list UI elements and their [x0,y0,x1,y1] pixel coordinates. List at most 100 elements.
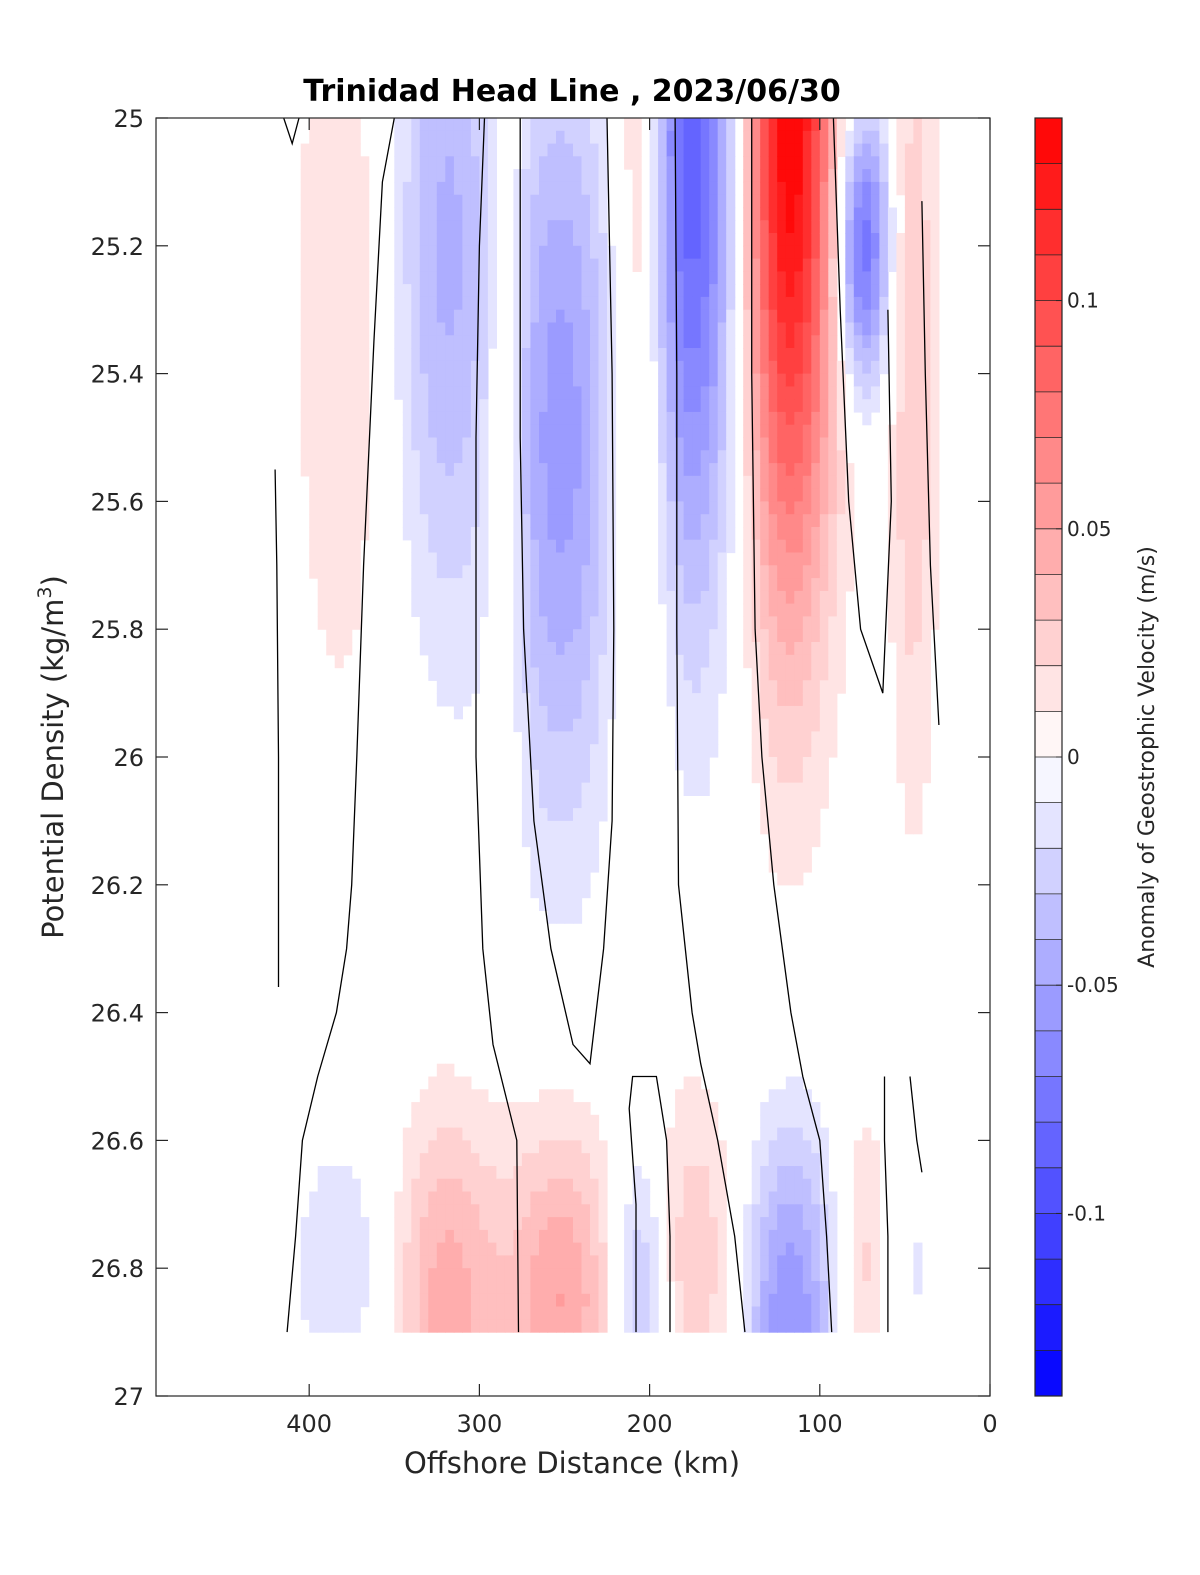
heatmap-cell [768,769,778,784]
heatmap-cell [513,181,523,196]
heatmap-cell [692,194,702,209]
colorbar-cell [1035,300,1062,347]
heatmap-cell [836,642,846,656]
heatmap-cell [777,603,787,617]
heatmap-cell [607,680,617,694]
heatmap-cell [504,1178,514,1193]
heatmap-cell [768,1242,778,1256]
heatmap-cell [436,1204,446,1218]
heatmap-cell [411,501,421,515]
heatmap-cell [556,693,566,707]
heatmap-cell [666,578,676,592]
heatmap-cell [487,143,497,157]
heatmap-cell [351,1191,361,1205]
heatmap-cell [326,130,336,145]
heatmap-cell [692,629,702,643]
heatmap-cell [794,1319,804,1333]
heatmap-cell [751,258,761,272]
y-axis-label: Potential Density (kg/m3) [34,575,70,939]
heatmap-cell [411,463,421,477]
heatmap-cell [428,386,438,400]
heatmap-cell [896,565,906,579]
heatmap-cell [879,284,889,298]
heatmap-cell [743,233,753,247]
heatmap-cell [683,539,693,554]
heatmap-cell [411,1229,421,1244]
heatmap-cell [547,1114,557,1129]
heatmap-cell [470,1114,480,1129]
heatmap-cell [828,527,838,541]
heatmap-cell [913,629,923,643]
heatmap-cell [419,1114,429,1129]
heatmap-cell [564,897,574,911]
heatmap-cell [785,130,795,145]
heatmap-cell [309,463,319,477]
heatmap-cell [309,130,319,145]
heatmap-cell [334,1306,344,1320]
heatmap-cell [641,1293,651,1308]
heatmap-cell [836,578,846,592]
heatmap-cell [581,1281,591,1295]
heatmap-cell [581,616,591,630]
heatmap-cell [794,1127,804,1141]
heatmap-cell [853,258,863,272]
heatmap-cell [504,1306,514,1320]
heatmap-cell [777,514,787,528]
heatmap-cell [913,718,923,733]
heatmap-cell [479,373,489,387]
heatmap-cell [751,769,761,784]
heatmap-cell [870,399,880,413]
heatmap-cell [828,258,838,272]
heatmap-cell [666,1268,676,1282]
heatmap-cell [675,181,685,196]
heatmap-cell [768,348,778,362]
heatmap-cell [751,590,761,605]
heatmap-cell [351,296,361,311]
heatmap-cell [556,846,566,860]
heatmap-cell [513,271,523,285]
heatmap-cell [819,552,829,566]
heatmap-cell [573,1217,583,1231]
heatmap-cell [521,1229,531,1244]
heatmap-cell [573,194,583,209]
heatmap-cell [760,757,770,771]
heatmap-cell [564,1102,574,1116]
heatmap-cell [904,654,914,669]
heatmap-cell [547,245,557,260]
heatmap-cell [785,680,795,694]
heatmap-cell [581,629,591,643]
heatmap-cell [470,386,480,400]
heatmap-cell [913,143,923,157]
heatmap-cell [530,757,540,771]
heatmap-cell [794,156,804,170]
heatmap-cell [751,1255,761,1269]
heatmap-cell [436,527,446,541]
heatmap-cell [539,309,549,324]
heatmap-cell [564,552,574,566]
heatmap-cell [624,1281,634,1295]
heatmap-cell [428,1217,438,1231]
heatmap-cell [326,565,336,579]
heatmap-cell [394,1306,404,1320]
heatmap-cell [700,1204,710,1218]
heatmap-cell [394,1204,404,1218]
heatmap-cell [828,1242,838,1256]
heatmap-cell [470,1306,480,1320]
heatmap-cell [658,309,668,324]
heatmap-cell [921,693,931,707]
heatmap-cell [743,411,753,426]
heatmap-cell [564,744,574,758]
heatmap-cell [530,884,540,899]
heatmap-cell [845,463,855,477]
heatmap-cell [309,527,319,541]
heatmap-cell [887,629,897,643]
heatmap-cell [530,335,540,349]
heatmap-cell [768,603,778,617]
heatmap-cell [539,539,549,554]
heatmap-cell [581,284,591,298]
heatmap-cell [675,693,685,707]
heatmap-cell [564,373,574,387]
heatmap-cell [649,118,659,132]
heatmap-cell [853,194,863,209]
heatmap-cell [564,463,574,477]
